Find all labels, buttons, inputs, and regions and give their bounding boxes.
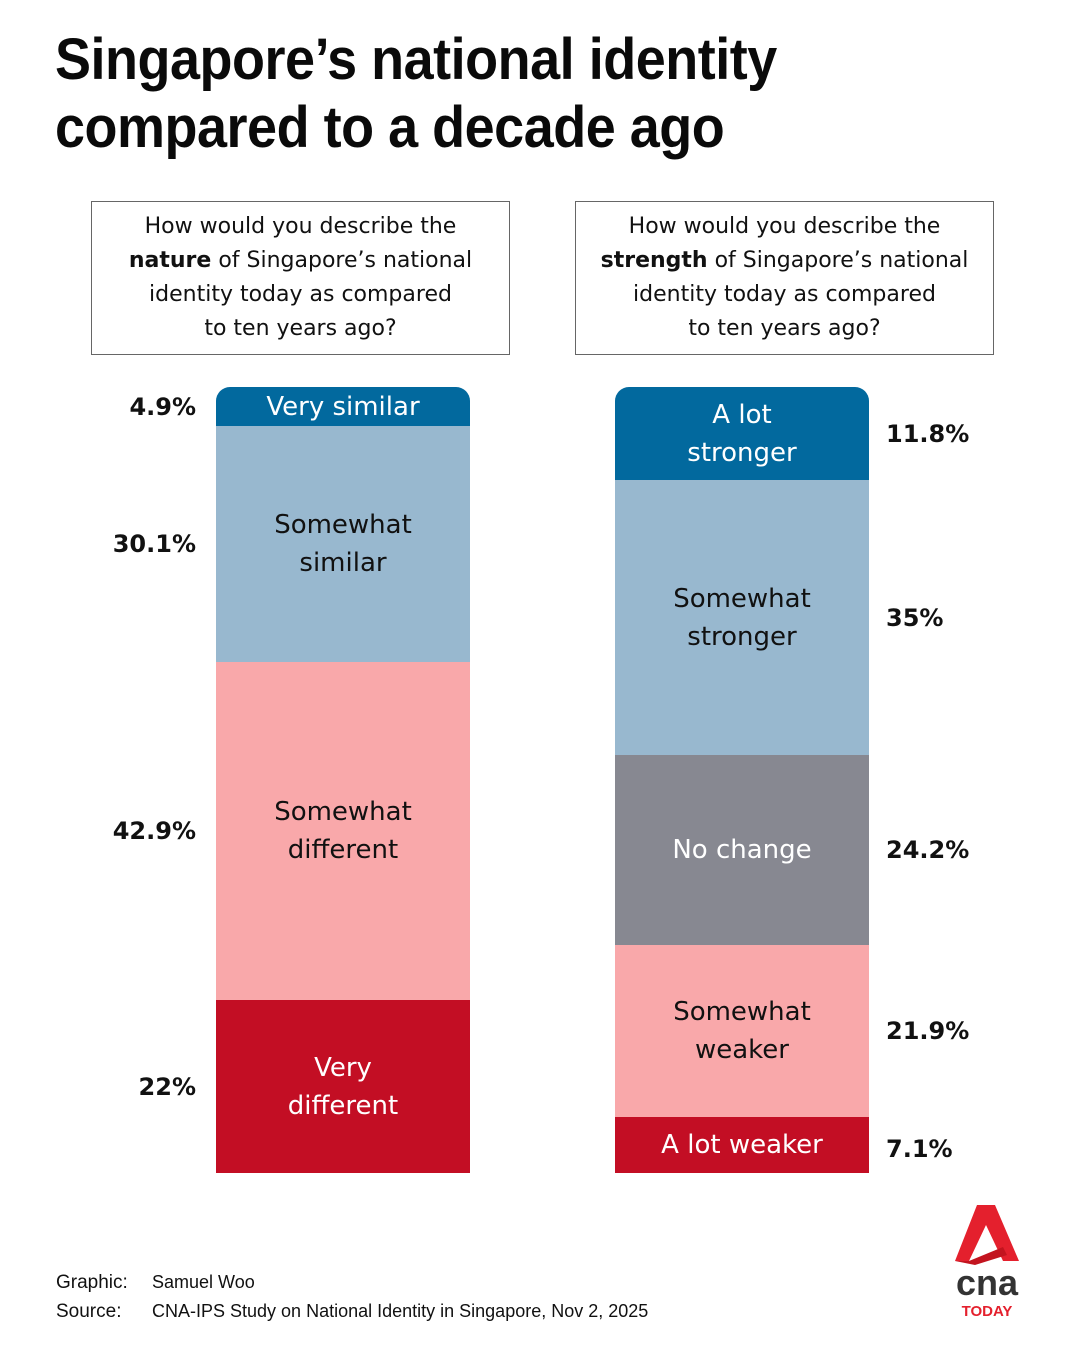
question-box-strength: How would you describe the strength of S…	[575, 201, 994, 355]
cna-today-logo: cna TODAY	[945, 1203, 1029, 1321]
value-label: 22%	[138, 1072, 196, 1101]
stacked-bar-nature: Very similar Somewhat similar Somewhat dif…	[216, 387, 470, 1173]
bar-segment: A lot weaker	[615, 1117, 869, 1173]
bar-segment: Somewhat weaker	[615, 945, 869, 1117]
footer-source: Source: CNA-IPS Study on National Identit…	[56, 1301, 648, 1323]
bar-segment: No change	[615, 755, 869, 945]
bar-segment: Somewhat stronger	[615, 480, 869, 755]
chart-title: Singapore’s national identity compared t…	[55, 27, 777, 160]
logo-wordmark: cna	[956, 1262, 1019, 1303]
footer-label: Source:	[56, 1301, 122, 1322]
segment-label: Somewhat different	[274, 797, 412, 865]
footer-value: Samuel Woo	[152, 1272, 255, 1292]
value-label: 30.1%	[112, 530, 196, 558]
question-text: of Singapore’s national	[707, 248, 969, 273]
segment-label: Very different	[287, 1052, 399, 1121]
segment-label: Somewhat stronger	[673, 583, 811, 652]
bar-segment: Somewhat different	[216, 662, 470, 1000]
segment-label: Somewhat weaker	[673, 997, 811, 1065]
footer-graphic: Graphic: Samuel Woo	[56, 1272, 255, 1294]
stacked-bar-strength: A lot stronger Somewhat stronger No change…	[615, 387, 869, 1173]
segment-label: A lot stronger	[687, 399, 797, 468]
question-box-nature: How would you describe the nature of Sin…	[91, 201, 510, 355]
logo-subtitle: TODAY	[962, 1303, 1013, 1320]
bar-segment: A lot stronger	[615, 387, 869, 480]
segment-label: Somewhat similar	[274, 510, 412, 578]
value-label: 11.8%	[886, 419, 970, 448]
value-label: 35%	[886, 603, 944, 632]
value-label: 4.9%	[129, 392, 196, 421]
bar-segment: Very similar	[216, 387, 470, 426]
footer-value: CNA-IPS Study on National Identity in Si…	[152, 1301, 649, 1321]
question-text: How would you describe the	[628, 214, 941, 239]
question-text: to ten years ago?	[688, 316, 881, 341]
question-text: How would you describe the	[144, 214, 457, 239]
value-label: 42.9%	[112, 817, 196, 845]
value-label: 21.9%	[886, 1017, 970, 1045]
segment-label: No change	[672, 835, 812, 865]
question-text: of Singapore’s national	[211, 248, 473, 273]
segment-label: Very similar	[266, 391, 420, 422]
value-label: 7.1%	[886, 1135, 953, 1163]
question-text: identity today as compared	[149, 282, 452, 307]
question-keyword: strength	[600, 248, 708, 273]
cna-logo-icon: cna TODAY	[955, 1205, 1019, 1320]
footer-label: Graphic:	[56, 1272, 128, 1293]
bar-segment: Very different	[216, 1000, 470, 1173]
value-label: 24.2%	[886, 836, 970, 864]
question-keyword: nature	[128, 248, 212, 273]
question-text: identity today as compared	[633, 282, 936, 307]
question-text: to ten years ago?	[204, 316, 397, 341]
bar-segment: Somewhat similar	[216, 426, 470, 662]
segment-label: A lot weaker	[661, 1130, 823, 1160]
